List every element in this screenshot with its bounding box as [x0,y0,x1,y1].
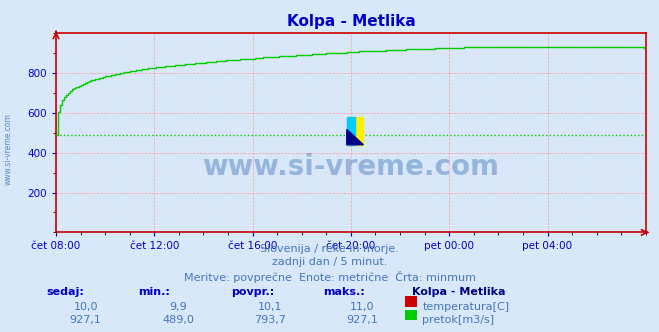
Text: sedaj:: sedaj: [46,287,84,297]
Text: Slovenija / reke in morje.: Slovenija / reke in morje. [260,244,399,254]
Text: 793,7: 793,7 [254,315,286,325]
Bar [347,117,363,145]
Text: min.:: min.: [138,287,170,297]
Text: 9,9: 9,9 [169,302,186,312]
Text: maks.:: maks.: [323,287,364,297]
Text: 10,0: 10,0 [73,302,98,312]
Text: 10,1: 10,1 [258,302,283,312]
Text: 11,0: 11,0 [350,302,375,312]
Text: 927,1: 927,1 [347,315,378,325]
Polygon shape [347,129,363,145]
Text: zadnji dan / 5 minut.: zadnji dan / 5 minut. [272,257,387,267]
Text: pretok[m3/s]: pretok[m3/s] [422,315,494,325]
Text: 489,0: 489,0 [162,315,194,325]
Text: www.si-vreme.com: www.si-vreme.com [3,114,13,185]
Text: Meritve: povprečne  Enote: metrične  Črta: minmum: Meritve: povprečne Enote: metrične Črta:… [183,271,476,283]
Text: Kolpa - Metlika: Kolpa - Metlika [412,287,505,297]
Title: Kolpa - Metlika: Kolpa - Metlika [287,14,415,29]
Bar [347,117,355,145]
Text: temperatura[C]: temperatura[C] [422,302,509,312]
Text: 927,1: 927,1 [70,315,101,325]
Text: www.si-vreme.com: www.si-vreme.com [202,153,500,181]
Text: povpr.:: povpr.: [231,287,274,297]
